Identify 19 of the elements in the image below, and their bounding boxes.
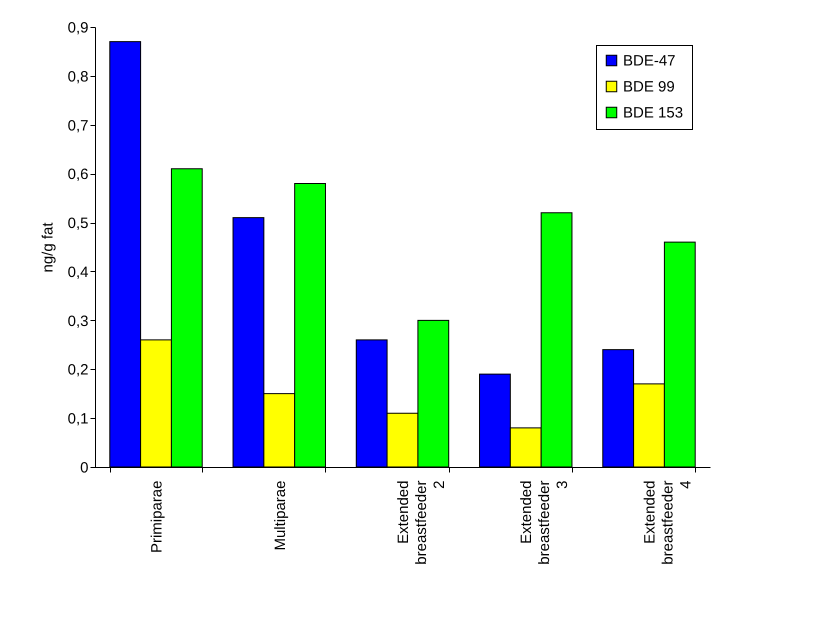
- legend-label: BDE 99: [623, 78, 675, 96]
- x-tick-label: Extended breastfeeder 4: [641, 480, 694, 565]
- y-tick-label: 0,6: [68, 166, 88, 184]
- x-tick-label: Multiparae: [272, 480, 289, 551]
- legend-label: BDE-47: [623, 52, 676, 70]
- y-tick-label: 0,8: [68, 68, 88, 86]
- x-tick-label: Extended breastfeeder 3: [518, 480, 572, 565]
- x-tick-label: Primiparae: [148, 480, 166, 554]
- y-axis-title: ng/g fat: [40, 222, 57, 273]
- legend-label: BDE 153: [623, 104, 684, 122]
- y-tick-label: 0,1: [68, 410, 88, 428]
- x-tick-label: Extended breastfeeder 2: [395, 480, 448, 565]
- y-tick-label: 0,5: [68, 215, 88, 232]
- y-tick-label: 0,3: [68, 312, 88, 330]
- y-tick-label: 0,2: [68, 362, 88, 379]
- y-tick-label: 0,7: [68, 117, 88, 134]
- y-tick-label: 0,9: [68, 20, 88, 36]
- y-tick-label: 0,4: [68, 264, 88, 281]
- y-tick-label: 0: [80, 460, 88, 476]
